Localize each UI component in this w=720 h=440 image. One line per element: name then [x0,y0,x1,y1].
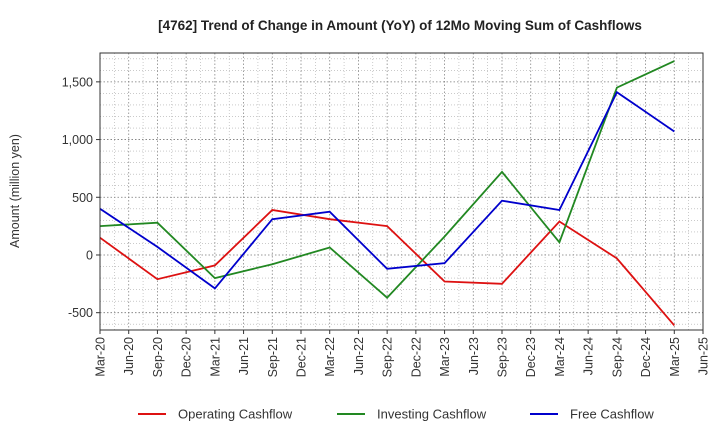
x-tick-label: Mar-20 [94,337,108,377]
x-tick-label: Jun-25 [697,337,711,375]
x-tick-label: Dec-23 [524,337,538,377]
x-tick-label: Dec-22 [409,337,423,377]
series-line-investing-cashflow [99,60,675,299]
x-tick-label: Dec-21 [295,337,309,377]
x-tick-label: Dec-20 [180,337,194,377]
x-tick-label: Sep-24 [610,337,624,377]
x-tick-label: Jun-24 [582,337,596,375]
legend-label: Free Cashflow [570,407,654,422]
y-tick-label: -500 [68,306,93,320]
x-tick-label: Jun-23 [467,337,481,375]
x-tick-label: Dec-24 [639,337,653,377]
series-lines [99,60,675,326]
legend: Operating Cashflow Investing Cashflow Free… [138,407,654,422]
chart-title: [4762] Trend of Change in Amount (YoY) o… [158,18,642,33]
x-tick-label: Sep-22 [381,337,395,377]
y-axis-label: Amount (million yen) [8,134,22,248]
legend-label: Operating Cashflow [178,407,293,422]
series-line-operating-cashflow [99,209,675,326]
y-tick-label: 1,500 [62,75,93,89]
y-tick-label: 1,000 [62,133,93,147]
grid-lines [100,53,703,330]
x-tick-label: Sep-23 [496,337,510,377]
x-tick-label: Jun-20 [122,337,136,375]
y-axis-ticks: -500 0 500 1,000 1,500 [62,75,100,320]
x-tick-label: Jun-21 [237,337,251,375]
x-tick-label: Mar-24 [553,337,567,377]
x-tick-label: Jun-22 [352,337,366,375]
x-axis-ticks: Mar-20 Jun-20 Sep-20 Dec-20 Mar-21 Jun-21 Sep-… [94,330,711,377]
x-tick-label: Mar-25 [668,337,682,377]
x-tick-label: Sep-21 [266,337,280,377]
x-tick-label: Mar-22 [323,337,337,377]
series-line-free-cashflow [99,90,675,290]
x-tick-label: Sep-20 [151,337,165,377]
plot-frame [99,52,704,331]
x-tick-label: Mar-23 [438,337,452,377]
legend-label: Investing Cashflow [377,407,487,422]
y-tick-label: 0 [86,248,93,262]
y-tick-label: 500 [72,191,93,205]
x-tick-label: Mar-21 [208,337,222,377]
